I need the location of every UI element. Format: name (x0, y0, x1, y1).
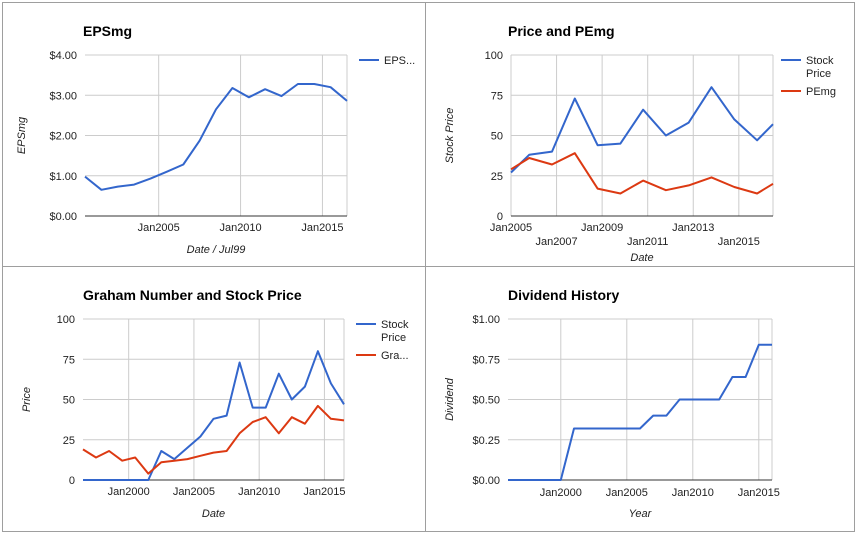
legend-label: Stock (806, 55, 834, 67)
x-tick-label: Jan2005 (606, 487, 648, 499)
x-tick-label: Jan2010 (672, 487, 714, 499)
chart-title: Graham Number and Stock Price (83, 287, 302, 303)
legend-label: Price (806, 68, 831, 80)
y-axis-label: EPSmg (16, 116, 28, 154)
dividend-chart-plot: $0.00 $0.25 $0.50 $0.75 $1.00 Jan2000 Jan2005 J… (444, 314, 780, 520)
y-axis-label: Price (21, 387, 33, 412)
x-tick-label: Jan2009 (581, 222, 623, 234)
x-tick-label: Jan2015 (718, 236, 760, 248)
chart-title: Price and PEmg (508, 23, 615, 39)
y-tick-label: 75 (63, 354, 75, 366)
x-axis-label: Year (629, 508, 653, 520)
series-line (83, 350, 345, 481)
x-tick-label: Jan2010 (238, 486, 280, 498)
dividend-chart-panel: Dividend History $0.00 $0.25 $0.50 $0.75 $1.… (425, 266, 855, 532)
y-tick-label: $0.50 (472, 395, 500, 407)
chart-title: EPSmg (83, 23, 133, 39)
series-line (508, 343, 772, 481)
y-tick-label: 50 (491, 131, 503, 143)
legend-label: Stock (381, 319, 409, 331)
x-tick-label: Jan2011 (627, 236, 668, 248)
y-tick-label: 25 (63, 435, 75, 447)
y-tick-label: 100 (485, 50, 503, 62)
y-tick-label: $4.00 (49, 50, 77, 62)
eps-chart-plot: $0.00 $1.00 $2.00 $3.00 $4.00 Jan2005 Jan2010 J… (16, 50, 415, 256)
x-tick-label: Jan2005 (138, 222, 180, 234)
x-tick-label: Jan2005 (490, 222, 532, 234)
y-tick-label: $0.00 (472, 475, 500, 487)
y-tick-label: $1.00 (49, 171, 77, 183)
y-tick-label: 50 (63, 395, 75, 407)
x-axis-label: Date (202, 508, 225, 520)
x-tick-label: Jan2005 (173, 486, 215, 498)
y-tick-label: $2.00 (49, 131, 77, 143)
legend-label: PEmg (806, 86, 836, 98)
x-tick-label: Jan2010 (219, 222, 261, 234)
graham-chart-plot: 0 25 50 75 100 Jan2000 Jan2005 Jan2010 Jan2015 Da… (21, 314, 409, 520)
y-tick-label: 0 (69, 475, 75, 487)
y-tick-label: 100 (57, 314, 75, 326)
y-axis-label: Stock Price (444, 108, 456, 164)
x-tick-label: Jan2007 (535, 236, 577, 248)
y-tick-label: $0.25 (472, 435, 500, 447)
y-tick-label: $0.75 (472, 354, 500, 366)
y-tick-label: 0 (497, 211, 503, 223)
y-tick-label: 75 (491, 90, 503, 102)
y-tick-label: $0.00 (49, 211, 77, 223)
series-line (510, 152, 774, 195)
series-line (84, 83, 348, 191)
x-tick-label: Jan2000 (108, 486, 150, 498)
eps-chart-panel: EPSmg $0.00 $1.00 $2.00 $3.00 $4.00 Jan2005 Ja… (2, 2, 426, 267)
x-tick-label: Jan2013 (672, 222, 714, 234)
x-axis-label: Date (630, 252, 653, 264)
y-axis-label: Dividend (444, 377, 456, 421)
series-line (510, 86, 774, 174)
x-tick-label: Jan2015 (738, 487, 780, 499)
x-tick-label: Jan2000 (540, 487, 582, 499)
series-line (82, 404, 345, 475)
x-tick-label: Jan2015 (301, 222, 343, 234)
x-tick-label: Jan2015 (303, 486, 345, 498)
x-axis-label: Date / Jul99 (187, 244, 246, 256)
legend-label: Gra... (381, 350, 409, 362)
graham-chart-panel: Graham Number and Stock Price 0 25 50 75 100… (2, 266, 426, 532)
y-tick-label: 25 (491, 171, 503, 183)
chart-title: Dividend History (508, 287, 620, 303)
legend-label: Price (381, 332, 406, 344)
y-tick-label: $1.00 (472, 314, 500, 326)
price-pemg-chart-panel: Price and PEmg 0 25 50 75 100 Jan2005 Jan2007 J… (425, 2, 855, 267)
legend-label: EPS... (384, 55, 415, 67)
y-tick-label: $3.00 (49, 90, 77, 102)
